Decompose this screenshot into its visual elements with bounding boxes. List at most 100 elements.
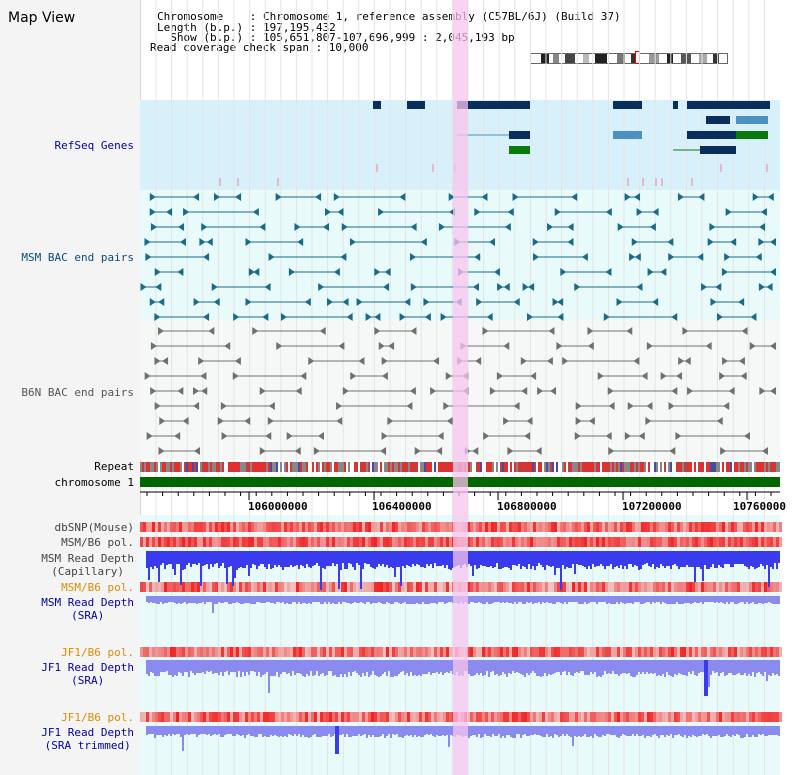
track-label-msm-depth-capillary-line2: (Capillary)	[51, 565, 125, 578]
read-depth-bar	[194, 596, 196, 603]
polymorphism-cell	[161, 712, 164, 722]
polymorphism-cell	[776, 582, 779, 592]
polymorphism-cell	[335, 647, 338, 657]
polymorphism-cell	[545, 712, 548, 722]
polymorphism-cell	[761, 712, 764, 722]
track-label-msm-depth-sra[interactable]: MSM Read Depth (SRA)	[41, 596, 134, 622]
track-label-msm-b6-pol-2[interactable]: MSM/B6 pol.	[61, 581, 134, 594]
repeat-segment	[606, 462, 608, 472]
read-depth-bar	[406, 551, 408, 565]
polymorphism-cell	[221, 582, 224, 592]
read-depth-bar	[580, 551, 582, 565]
read-depth-bar	[478, 726, 480, 734]
track-label-jf1-depth-sra[interactable]: JF1 Read Depth (SRA)	[41, 661, 134, 687]
msm-bac-end	[177, 268, 184, 276]
read-depth-bar	[276, 726, 278, 736]
read-depth-bar	[354, 551, 356, 570]
polymorphism-cell	[572, 582, 575, 592]
polymorphism-cell	[527, 537, 530, 547]
read-depth-bar	[722, 596, 724, 603]
track-label-msm-b6-pol-1[interactable]: MSM/B6 pol.	[61, 536, 134, 549]
repeat-segment	[146, 462, 148, 472]
read-depth-bar	[294, 596, 296, 602]
read-depth-bar	[208, 551, 210, 569]
read-depth-bar	[298, 596, 300, 602]
polymorphism-cell	[521, 712, 524, 722]
track-label-refseq[interactable]: RefSeq Genes	[54, 139, 134, 152]
repeat-segment	[430, 462, 432, 472]
repeat-segment	[742, 462, 744, 472]
read-depth-bar	[240, 596, 242, 604]
b6n-bac-end	[574, 432, 581, 440]
polymorphism-cell	[416, 522, 419, 532]
msm-bac-end	[280, 313, 287, 321]
b6n-bac-end	[646, 342, 653, 350]
msm-bac-end	[770, 238, 776, 246]
msm-bac-end	[199, 238, 206, 246]
read-depth-bar	[480, 660, 482, 673]
track-label-b6n-bac[interactable]: B6N BAC end pairs	[21, 386, 134, 399]
read-depth-bar	[766, 726, 768, 736]
read-depth-bar	[476, 660, 478, 673]
polymorphism-cell	[659, 647, 662, 657]
read-depth-bar	[538, 726, 540, 735]
msm-bac-end	[652, 298, 659, 306]
read-depth-bar	[718, 726, 720, 735]
polymorphism-cell	[623, 582, 626, 592]
chromosome-ideogram[interactable]	[530, 53, 728, 64]
repeat-segment	[468, 462, 470, 472]
polymorphism-cell	[428, 537, 431, 547]
read-depth-bar	[154, 551, 156, 566]
read-depth-bar	[374, 726, 376, 737]
read-depth-bar	[246, 551, 248, 565]
read-depth-bar	[442, 726, 444, 735]
read-depth-bar	[600, 660, 602, 677]
msm-bac-end	[481, 193, 488, 201]
b6n-bac-end	[526, 417, 533, 425]
read-depth-bar	[646, 596, 648, 602]
read-depth-bar	[752, 596, 754, 602]
polymorphism-cell	[377, 712, 380, 722]
read-depth-bar	[558, 596, 560, 602]
b6n-bac-end	[489, 387, 496, 395]
polymorphism-cell	[491, 537, 494, 547]
polymorphism-cell	[227, 712, 230, 722]
repeat-segment	[216, 462, 218, 472]
read-depth-bar	[622, 596, 624, 603]
polymorphism-cell	[770, 522, 773, 532]
polymorphism-cell	[503, 712, 506, 722]
read-depth-bar	[592, 660, 594, 674]
track-label-dbsnp[interactable]: dbSNP(Mouse)	[54, 521, 134, 534]
repeat-segment	[300, 462, 302, 472]
repeat-segment	[544, 462, 546, 472]
polymorphism-cell	[428, 712, 431, 722]
polymorphism-cell	[419, 582, 422, 592]
repeat-segment	[752, 462, 754, 472]
read-depth-bar	[568, 596, 570, 602]
polymorphism-cell	[392, 712, 395, 722]
polymorphism-cell	[704, 537, 707, 547]
read-depth-bar	[560, 551, 562, 590]
polymorphism-cell	[446, 522, 449, 532]
msm-bac-end	[738, 298, 745, 306]
read-depth-bar	[762, 726, 764, 734]
read-depth-bar	[424, 596, 426, 604]
msm-bac-end	[383, 283, 390, 291]
read-depth-bar	[252, 596, 254, 604]
track-label-msm-bac[interactable]: MSM BAC end pairs	[21, 251, 134, 264]
track-label-repeat[interactable]: Repeat	[94, 460, 134, 473]
track-label-jf1-b6-pol-1[interactable]: JF1/B6 pol.	[61, 646, 134, 659]
track-label-msm-depth-capillary[interactable]: MSM Read Depth (Capillary)	[41, 552, 134, 578]
polymorphism-cell	[485, 647, 488, 657]
polymorphism-cell	[275, 522, 278, 532]
polymorphism-cell	[356, 522, 359, 532]
read-depth-bar	[192, 551, 194, 564]
read-depth-bar	[604, 551, 606, 569]
repeat-segment	[304, 462, 306, 472]
track-label-jf1-depth-trimmed[interactable]: JF1 Read Depth (SRA trimmed)	[41, 726, 134, 752]
read-depth-bar	[354, 596, 356, 602]
track-label-chromosome[interactable]: chromosome 1	[54, 476, 134, 489]
polymorphism-cell	[143, 712, 146, 722]
track-label-jf1-b6-pol-2[interactable]: JF1/B6 pol.	[61, 711, 134, 724]
